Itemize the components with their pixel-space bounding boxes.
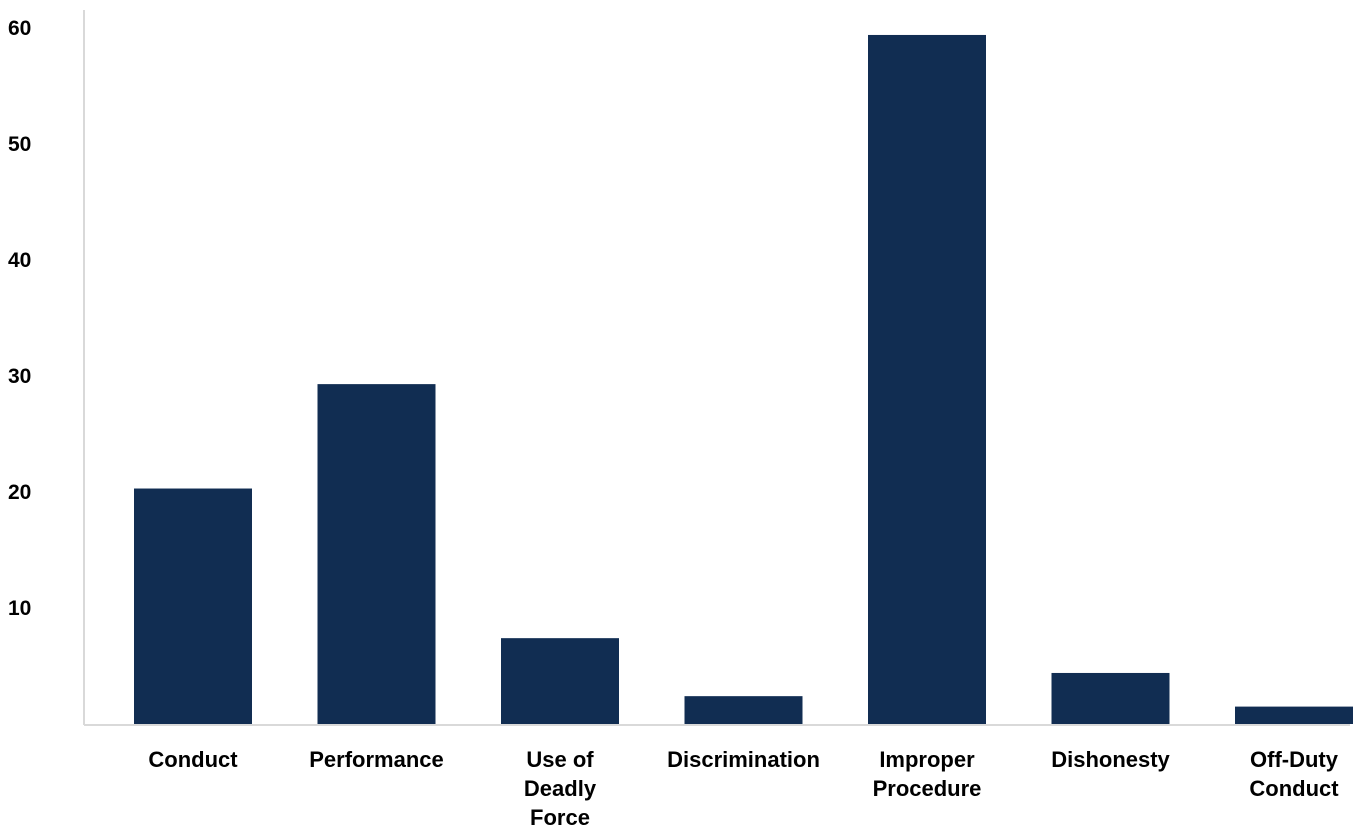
x-category-label-line: Conduct [148,747,238,772]
bar-series [134,34,1353,724]
x-category-label: Conduct [148,747,238,772]
y-axis-ticks: 10 20 30 40 50 60 [8,17,31,620]
bar [868,34,986,724]
x-category-label-line: Procedure [873,776,982,801]
y-tick-label: 10 [8,597,31,620]
x-category-label-line: Discrimination [667,747,820,772]
y-tick-label: 60 [8,17,31,40]
x-category-label-line: Conduct [1249,776,1339,801]
x-category-label: Performance [309,747,444,772]
x-category-label: Dishonesty [1051,747,1170,772]
x-category-label-line: Dishonesty [1051,747,1170,772]
x-category-label: Improper Procedure [873,747,982,801]
x-category-label: Off-Duty Conduct [1249,747,1339,801]
x-category-label-line: Deadly [524,776,597,801]
y-tick-label: 50 [8,133,31,156]
bar [1235,706,1353,724]
x-axis-category-labels: Conduct Performance Use of Deadly Force Discr… [148,747,1339,830]
x-category-label-line: Force [530,805,590,830]
bar [317,384,436,724]
x-category-label-line: Improper [879,747,975,772]
bar [501,638,619,724]
x-category-label-line: Performance [309,747,444,772]
x-category-label: Discrimination [667,747,820,772]
y-tick-label: 40 [8,249,31,272]
x-category-label: Use of Deadly Force [524,747,597,830]
y-tick-label: 20 [8,481,31,504]
y-tick-label: 30 [8,365,31,388]
bar [684,696,803,724]
x-category-label-line: Use of [526,747,594,772]
x-category-label-line: Off-Duty [1250,747,1339,772]
bar [134,488,252,724]
bar [1051,672,1170,724]
